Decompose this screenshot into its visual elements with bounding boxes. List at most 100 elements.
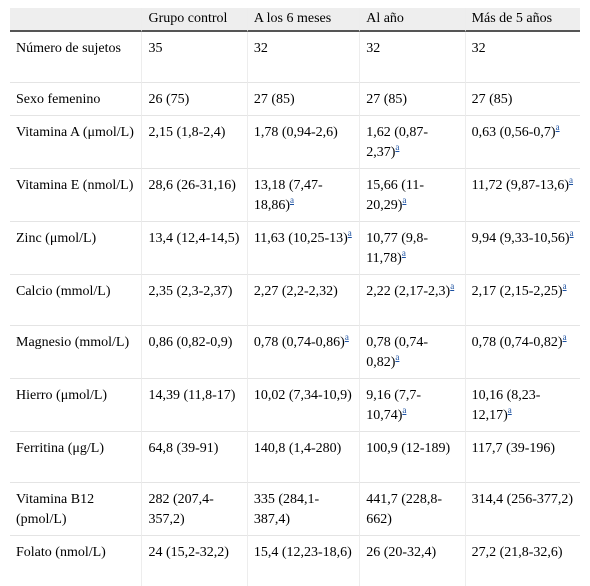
cell-value: 15,66 (11-20,29) [366,178,425,213]
cell-value: 9,16 (7,7-10,74) [366,388,422,423]
table-row: Vitamina E (nmol/L) 28,6 (26-31,16) 13,18 … [10,169,580,222]
row-label: Folato (nmol/L) [10,536,143,586]
footnote-link[interactable]: a [347,228,352,239]
cell-value: 27,2 (21,8-32,6) [471,545,563,560]
footnote-link[interactable]: a [569,175,574,186]
header-row: Grupo control A los 6 meses Al año Más d… [10,8,580,32]
cell-value: 35 [148,41,163,56]
row-label: Zinc (μmol/L) [10,222,143,275]
table-cell: 9,94 (9,33-10,56)a [465,222,580,275]
table-cell: 26 (20-32,4) [360,536,466,586]
row-label: Sexo femenino [10,83,143,116]
cell-value: 2,15 (1,8-2,4) [148,125,226,140]
table-row: Hierro (μmol/L) 14,39 (11,8-17) 10,02 (7,3… [10,379,580,432]
table-cell: 314,4 (256-377,2) [465,483,580,536]
table-cell: 1,78 (0,94-2,6) [247,116,361,169]
table-row: Magnesio (mmol/L) 0,86 (0,82-0,9) 0,78 (0,… [10,326,580,379]
footnote-link[interactable]: a [402,195,407,206]
cell-value: 32 [366,41,381,56]
table-cell: 117,7 (39-196) [465,432,580,483]
cell-value: 10,77 (9,8-11,78) [366,231,429,266]
footnote-link[interactable]: a [507,405,512,416]
table-cell: 0,78 (0,74-0,82)a [465,326,580,379]
table-cell: 32 [465,32,580,83]
footnote-link[interactable]: a [562,281,567,292]
cell-value: 0,78 (0,74-0,86) [253,335,345,350]
header-cell-6-months: A los 6 meses [247,8,361,32]
row-label: Vitamina B12 (pmol/L) [10,483,143,536]
table-cell: 0,63 (0,56-0,7)a [465,116,580,169]
table-cell: 2,35 (2,3-2,37) [142,275,248,326]
table-cell: 32 [360,32,466,83]
table-cell: 2,17 (2,15-2,25)a [465,275,580,326]
row-label: Calcio (mmol/L) [10,275,143,326]
footnote-link[interactable]: a [555,122,560,133]
table-row: Vitamina A (μmol/L) 2,15 (1,8-2,4) 1,78 (0… [10,116,580,169]
cell-value: 15,4 (12,23-18,6) [253,545,352,560]
footnote-link[interactable]: a [401,248,406,259]
cell-value: 27 (85) [253,92,295,107]
table-cell: 27 (85) [465,83,580,116]
header-cell-corner [10,8,143,32]
cell-value: 10,16 (8,23-12,17) [471,388,541,423]
footnote-link[interactable]: a [289,195,294,206]
cell-value: 335 (284,1-387,4) [253,492,320,527]
cell-value: 0,86 (0,82-0,9) [148,335,233,350]
cell-value: 1,62 (0,87-2,37) [366,125,429,160]
row-label: Magnesio (mmol/L) [10,326,143,379]
table-cell: 35 [142,32,248,83]
table-row: Folato (nmol/L) 24 (15,2-32,2) 15,4 (12,23… [10,536,580,586]
footnote-link[interactable]: a [395,352,400,363]
table-body: Número de sujetos 35 32 32 32 Sexo femenino 26… [10,32,580,586]
footnote-link[interactable]: a [402,405,407,416]
cell-value: 2,27 (2,2-2,32) [253,284,338,299]
table-cell: 11,72 (9,87-13,6)a [465,169,580,222]
table-cell: 282 (207,4-357,2) [142,483,248,536]
table-cell: 64,8 (39-91) [142,432,248,483]
table-cell: 13,18 (7,47-18,86)a [247,169,361,222]
row-label: Vitamina E (nmol/L) [10,169,143,222]
table-row: Zinc (μmol/L) 13,4 (12,4-14,5) 11,63 (10,2… [10,222,580,275]
table-cell: 10,77 (9,8-11,78)a [360,222,466,275]
table-row: Número de sujetos 35 32 32 32 [10,32,580,83]
cell-value: 26 (20-32,4) [366,545,437,560]
footnote-link[interactable]: a [395,142,400,153]
table-cell: 13,4 (12,4-14,5) [142,222,248,275]
table-cell: 27,2 (21,8-32,6) [466,536,580,586]
footnote-link[interactable]: a [562,332,567,343]
table-cell: 10,16 (8,23-12,17)a [465,379,580,432]
table-row: Calcio (mmol/L) 2,35 (2,3-2,37) 2,27 (2,2-… [10,275,580,326]
cell-value: 13,18 (7,47-18,86) [253,178,323,213]
table-cell: 24 (15,2-32,2) [142,536,248,586]
cell-value: 1,78 (0,94-2,6) [253,125,338,140]
cell-value: 13,4 (12,4-14,5) [148,231,240,246]
table-cell: 2,15 (1,8-2,4) [142,116,248,169]
cell-value: 2,17 (2,15-2,25) [471,284,563,299]
table-cell: 335 (284,1-387,4) [247,483,361,536]
footnote-link[interactable]: a [344,332,349,343]
cell-value: 282 (207,4-357,2) [148,492,214,527]
table-header: Grupo control A los 6 meses Al año Más d… [10,8,580,32]
cell-value: 27 (85) [471,92,513,107]
table-cell: 10,02 (7,34-10,9) [247,379,361,432]
table-cell: 9,16 (7,7-10,74)a [360,379,466,432]
table-cell: 441,7 (228,8-662) [360,483,466,536]
table-cell: 2,27 (2,2-2,32) [247,275,361,326]
cell-value: 14,39 (11,8-17) [148,388,236,403]
table-cell: 27 (85) [360,83,466,116]
table-cell: 15,4 (12,23-18,6) [248,536,361,586]
cell-value: 9,94 (9,33-10,56) [471,231,570,246]
cell-value: 0,63 (0,56-0,7) [471,125,556,140]
cell-value: 0,78 (0,74-0,82) [366,335,429,370]
table-cell: 26 (75) [142,83,248,116]
table-row: Sexo femenino 26 (75) 27 (85) 27 (85) 27 (85… [10,83,580,116]
header-cell-control: Grupo control [142,8,248,32]
footnote-link[interactable]: a [450,281,455,292]
cell-value: 28,6 (26-31,16) [148,178,236,193]
cell-value: 441,7 (228,8-662) [366,492,443,527]
table-cell: 32 [247,32,361,83]
cell-value: 117,7 (39-196) [471,441,556,456]
footnote-link[interactable]: a [569,228,574,239]
table-cell: 27 (85) [247,83,361,116]
cell-value: 100,9 (12-189) [366,441,451,456]
